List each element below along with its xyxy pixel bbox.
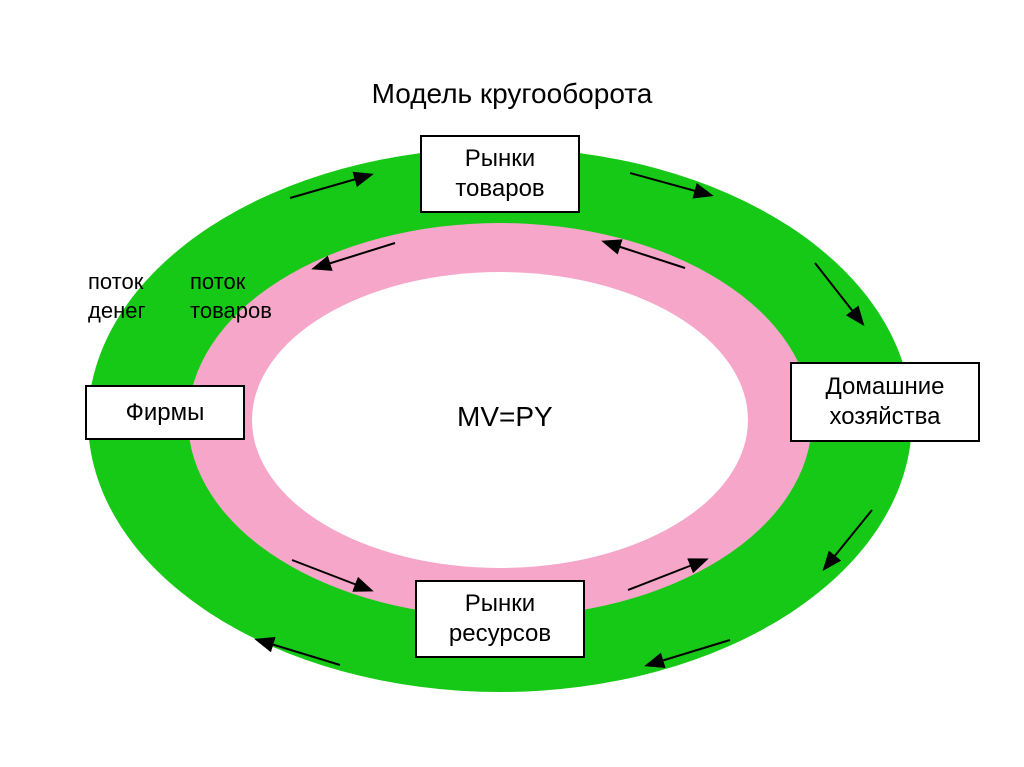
node-households: Домашниехозяйства bbox=[790, 362, 980, 442]
equation-mvpy: MV=PY bbox=[443, 395, 567, 439]
node-firms-label: Фирмы bbox=[126, 398, 205, 428]
node-households-label: Домашниехозяйства bbox=[826, 372, 945, 432]
node-firms: Фирмы bbox=[85, 385, 245, 440]
label-goods-flow: потоктоваров bbox=[190, 268, 272, 325]
node-resource-markets-label: Рынкиресурсов bbox=[449, 589, 551, 649]
label-money-flow: потокденег bbox=[88, 268, 145, 325]
equation-mvpy-text: MV=PY bbox=[457, 401, 553, 432]
node-product-markets: Рынкитоваров bbox=[420, 135, 580, 213]
node-resource-markets: Рынкиресурсов bbox=[415, 580, 585, 658]
node-product-markets-label: Рынкитоваров bbox=[455, 144, 544, 204]
